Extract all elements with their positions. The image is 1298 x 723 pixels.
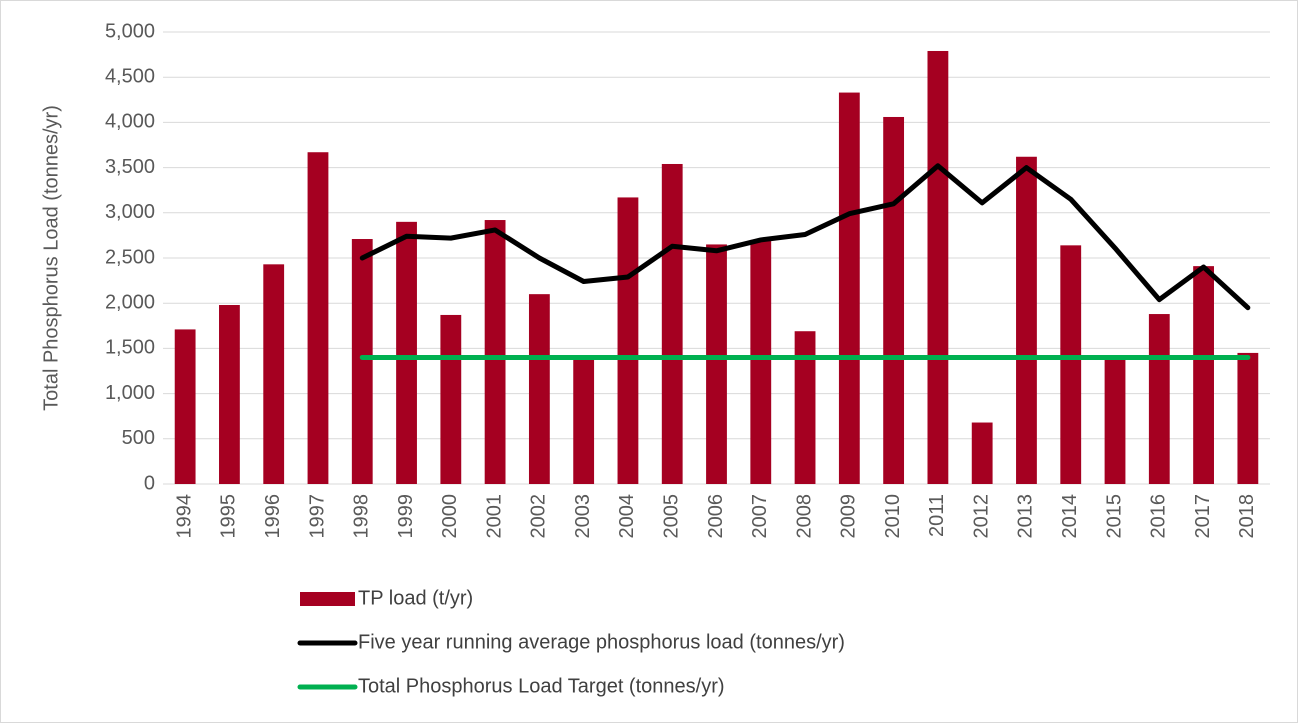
y-tick-label: 3,000 <box>105 201 155 223</box>
bar <box>1060 245 1082 484</box>
y-tick-label: 5,000 <box>105 20 155 42</box>
bar <box>528 294 550 484</box>
legend-swatch <box>300 592 355 606</box>
x-tick-label: 2010 <box>882 494 904 539</box>
bar <box>1148 314 1170 484</box>
x-tick-label: 2003 <box>572 494 594 539</box>
x-tick-label: 2016 <box>1148 494 1170 539</box>
line <box>359 163 1251 311</box>
x-tick-label: 1994 <box>173 494 195 539</box>
y-tick-label: 0 <box>144 472 155 494</box>
legend-label: TP load (t/yr) <box>358 587 473 609</box>
bar <box>174 329 196 484</box>
x-tick-label: 2018 <box>1236 494 1258 539</box>
x-tick-label: 2000 <box>439 494 461 539</box>
bar <box>617 197 639 484</box>
y-tick-label: 1,500 <box>105 337 155 359</box>
bar <box>706 244 727 484</box>
bar <box>794 331 816 484</box>
y-tick-label: 1,000 <box>105 382 155 404</box>
x-tick-label: 2007 <box>749 494 771 539</box>
x-tick-label: 1999 <box>395 494 417 539</box>
bar <box>1237 352 1259 484</box>
bar <box>750 239 772 484</box>
legend-label: Five year running average phosphorus loa… <box>358 631 845 653</box>
x-tick-label: 2002 <box>528 494 550 539</box>
bar <box>927 50 949 484</box>
bar <box>1016 156 1037 484</box>
y-tick-label: 2,000 <box>105 291 155 313</box>
x-tick-label: 2006 <box>705 494 727 539</box>
x-tick-label: 2004 <box>616 494 638 539</box>
bar <box>1193 266 1214 484</box>
bar <box>351 239 373 484</box>
bar <box>838 92 860 485</box>
x-tick-label: 2014 <box>1059 494 1081 539</box>
y-axis-label: Total Phosphorus Load (tonnes/yr) <box>40 105 62 411</box>
bar <box>661 163 683 484</box>
x-tick-label: 2001 <box>483 494 505 539</box>
y-tick-label: 4,000 <box>105 111 155 133</box>
x-tick-label: 2012 <box>970 494 992 539</box>
bar <box>440 314 462 484</box>
x-tick-label: 2011 <box>926 494 948 537</box>
y-tick-label: 500 <box>122 427 155 449</box>
x-tick-label: 1997 <box>306 494 328 539</box>
bar <box>219 305 240 484</box>
x-tick-label: 2013 <box>1015 494 1037 539</box>
x-tick-label: 1998 <box>351 494 373 539</box>
bar <box>307 152 329 484</box>
x-tick-label: 2005 <box>661 494 683 539</box>
bar <box>396 221 417 484</box>
legend-label: Total Phosphorus Load Target (tonnes/yr) <box>358 675 725 697</box>
x-tick-label: 1995 <box>218 494 240 539</box>
x-tick-label: 2009 <box>838 494 860 539</box>
x-tick-label: 2008 <box>793 494 815 539</box>
bar <box>971 422 993 484</box>
x-tick-label: 2015 <box>1103 494 1125 539</box>
bar <box>573 357 595 484</box>
bar <box>883 116 905 484</box>
x-tick-label: 2017 <box>1192 494 1214 539</box>
y-tick-label: 2,500 <box>105 246 155 268</box>
y-tick-label: 3,500 <box>105 156 155 178</box>
y-tick-label: 4,500 <box>105 65 155 87</box>
bar <box>1104 357 1126 484</box>
x-tick-label: 1996 <box>262 494 284 539</box>
bar <box>263 264 285 484</box>
bar <box>484 220 506 485</box>
